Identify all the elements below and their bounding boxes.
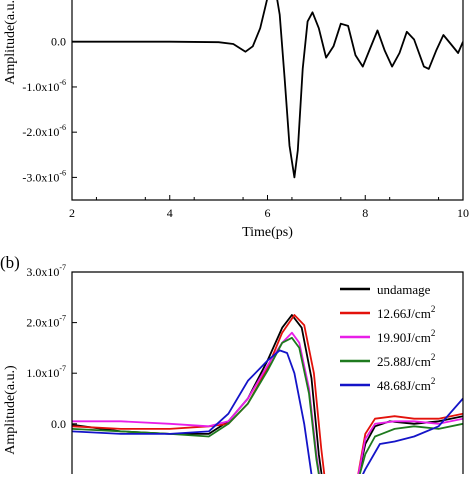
panel-b-y-tick-exponent: -7: [59, 314, 66, 323]
panel-b-y-tick-label: 0.0: [51, 417, 66, 431]
panel-a-x-tick-label: 4: [167, 206, 173, 220]
panel-b-y-axis-label: Amplitude(a.u.): [3, 365, 18, 455]
panel-a-x-axis-label: Time(ps): [242, 225, 293, 240]
panel-a-y-ticks: 0.0 -1.0x10-6 -2.0x10-6 -3.0x10-6: [22, 35, 77, 184]
panel-a-y-axis-label: Amplitude(a.u.): [3, 0, 18, 85]
panel-b: (b) 3.0x10-7 2.0x10-7 1.0x10-7 0.0 Amplitud…: [0, 253, 464, 474]
panel-b-legend: undamage 12.66J/cm2 19.90J/cm2 25.88J/cm2 48…: [340, 282, 435, 393]
panel-b-series-19-90j-cm: [72, 331, 463, 474]
panel-a: 2 4 6 8 10 0.0 -1.0x10-6 -2.0x10-6 -3.0x10-6 Ti…: [3, 0, 469, 240]
panel-a-y-tick-label: 0.0: [51, 35, 66, 49]
panel-a-frame: [71, 0, 464, 201]
panel-a-x-ticks: 2 4 6 8 10: [69, 195, 469, 220]
panel-b-legend-superscript: 2: [431, 328, 436, 338]
panel-b-series-48-68j-cm: [72, 349, 463, 474]
panel-a-x-tick-label: 8: [362, 206, 368, 220]
panel-a-plot-area: [72, 0, 463, 179]
panel-b-y-ticks: 3.0x10-7 2.0x10-7 1.0x10-7 0.0: [26, 263, 77, 431]
panel-b-legend-label-25-88j-cm: 25.88J/cm2: [377, 352, 435, 369]
panel-b-plot-area: [72, 314, 463, 474]
panel-a-y-tick-label: -1.0x10-6: [22, 78, 66, 94]
panel-b-legend-label-undamage: undamage: [377, 282, 431, 297]
panel-b-frame: [71, 271, 464, 474]
panel-b-y-tick-label: 3.0x10-7: [26, 263, 66, 279]
panel-a-y-tick-exponent: -6: [59, 168, 66, 177]
panel-b-y-tick-label: 2.0x10-7: [26, 314, 66, 330]
panel-b-legend-superscript: 2: [431, 304, 436, 314]
panel-a-x-tick-label: 2: [69, 206, 75, 220]
panel-a-y-tick-label: -2.0x10-6: [22, 123, 66, 139]
panel-b-legend-label-12-66j-cm: 12.66J/cm2: [377, 304, 435, 321]
panel-b-y-tick-exponent: -7: [59, 364, 66, 373]
panel-b-y-tick-exponent: -7: [59, 263, 66, 272]
panel-b-legend-label-19-90j-cm: 19.90J/cm2: [377, 328, 435, 345]
panel-b-legend-superscript: 2: [431, 376, 436, 386]
panel-a-x-tick-label: 10: [457, 206, 469, 220]
panel-a-y-tick-exponent: -6: [59, 78, 66, 87]
panel-a-y-tick-label: -3.0x10-6: [22, 168, 66, 184]
panel-a-series-0: [72, 0, 463, 179]
panel-b-legend-superscript: 2: [431, 352, 436, 362]
panel-b-label: (b): [0, 253, 20, 272]
panel-a-x-tick-label: 6: [265, 206, 271, 220]
panel-a-y-tick-exponent: -6: [59, 123, 66, 132]
panel-b-legend-label-48-68j-cm: 48.68J/cm2: [377, 376, 435, 393]
panel-b-series-25-88j-cm: [72, 336, 463, 474]
panel-b-y-tick-label: 1.0x10-7: [26, 364, 66, 380]
